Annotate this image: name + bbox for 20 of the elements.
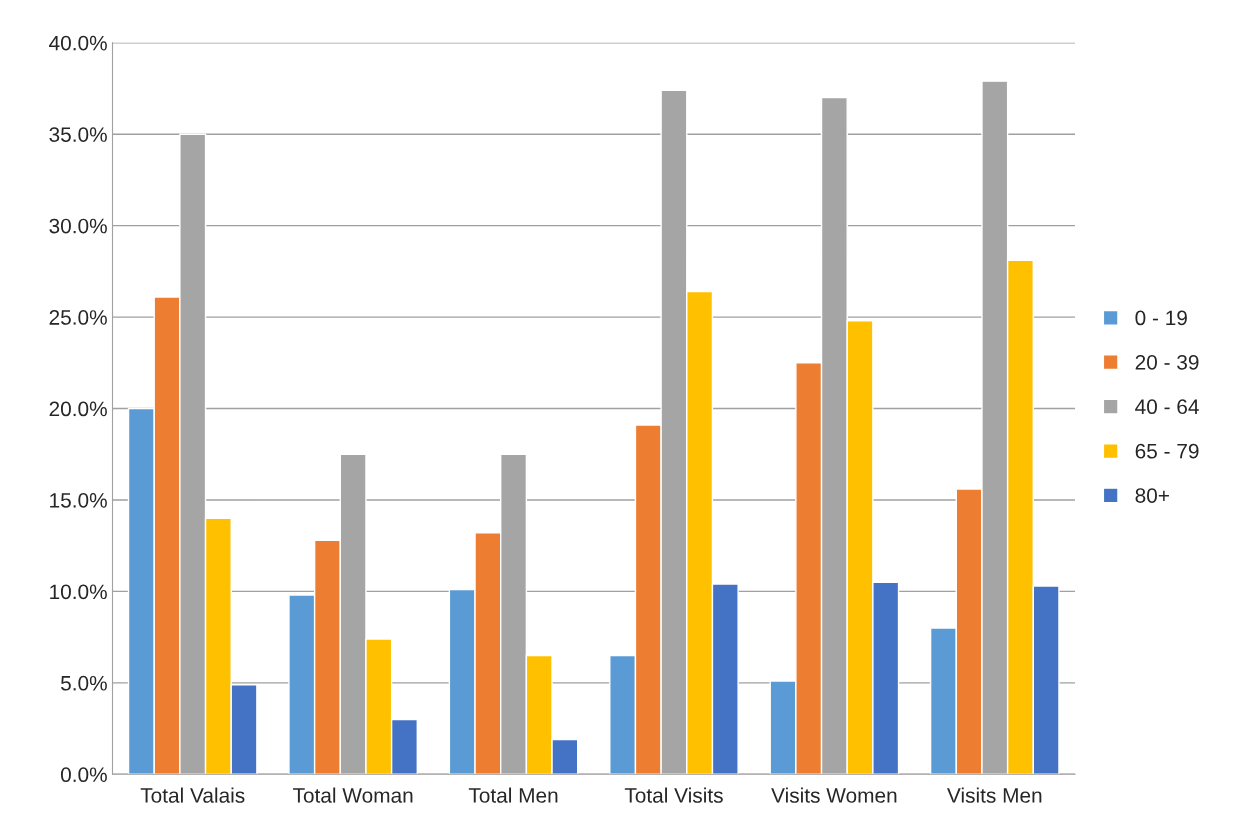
y-tick-label: 10.0% xyxy=(50,584,107,600)
legend-label: 20 - 39 xyxy=(1135,354,1199,370)
x-tick-label: Visits Men xyxy=(947,787,1042,803)
x-tick-label: Total Men xyxy=(468,787,558,803)
legend-label: 80+ xyxy=(1135,488,1169,503)
y-tick-label: 20.0% xyxy=(49,401,107,417)
x-tick-label: Total Valais xyxy=(140,787,245,803)
legend-label: 40 - 64 xyxy=(1135,399,1199,415)
legend-label: 0 - 19 xyxy=(1135,310,1187,326)
y-tick-label: 5.0% xyxy=(60,675,107,691)
y-tick-label: 25.0% xyxy=(49,310,107,325)
y-tick-label: 0.0% xyxy=(60,767,107,783)
y-tick-label: 15.0% xyxy=(50,492,107,508)
y-tick-label: 40.0% xyxy=(49,35,107,51)
y-tick-label: 35.0% xyxy=(49,127,107,142)
x-tick-label: Visits Women xyxy=(771,787,897,803)
x-tick-label: Total Visits xyxy=(624,787,723,803)
legend-label: 65 - 79 xyxy=(1135,443,1199,459)
y-tick-label: 30.0% xyxy=(49,218,107,234)
x-tick-label: Total Woman xyxy=(293,787,413,803)
